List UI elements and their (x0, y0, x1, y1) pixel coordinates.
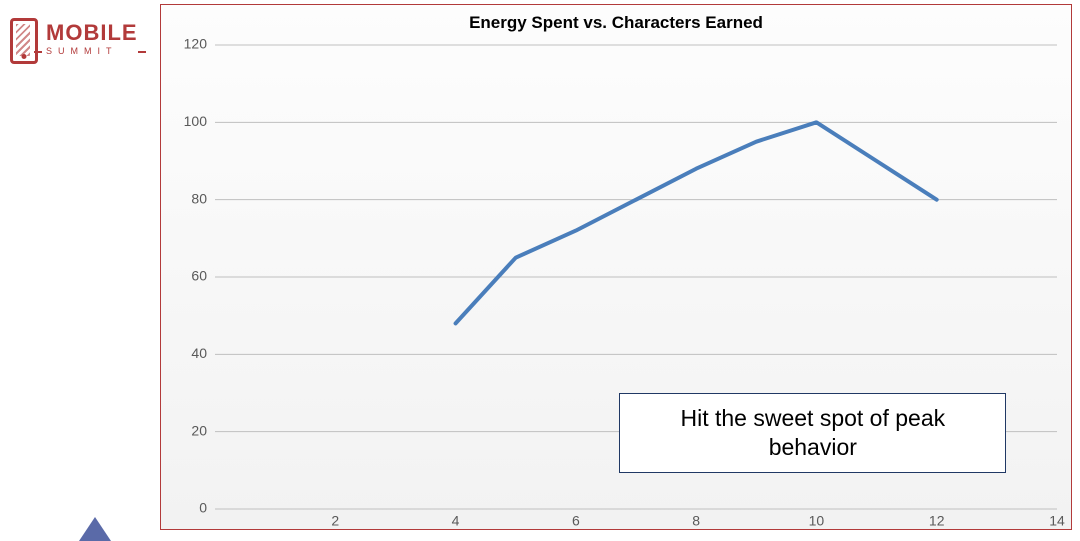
plot-area: 0204060801001202468101214 Hit the sweet … (215, 45, 1057, 509)
x-tick-label: 14 (1049, 512, 1065, 528)
chart-title: Energy Spent vs. Characters Earned (161, 13, 1071, 33)
x-tick-label: 12 (929, 512, 945, 528)
y-tick-label: 80 (191, 190, 207, 206)
y-tick-label: 120 (184, 36, 208, 52)
logo-line2: SUMMIT (46, 46, 138, 56)
annotation-text: Hit the sweet spot of peak behavior (680, 405, 945, 460)
x-tick-label: 10 (809, 512, 825, 528)
x-tick-label: 8 (692, 512, 700, 528)
y-tick-label: 0 (199, 500, 207, 516)
slide: MOBILE SUMMIT Energy Spent vs. Character… (0, 0, 1080, 541)
logo-line1: MOBILE (46, 22, 138, 44)
x-tick-label: 2 (331, 512, 339, 528)
series-energy-vs-characters (456, 122, 937, 323)
y-tick-label: 100 (184, 113, 208, 129)
y-tick-label: 20 (191, 422, 207, 438)
decor-triangle-icon (75, 517, 115, 541)
chart-frame: Energy Spent vs. Characters Earned 02040… (160, 4, 1072, 530)
x-tick-label: 6 (572, 512, 580, 528)
phone-icon (10, 18, 38, 64)
y-tick-label: 40 (191, 345, 207, 361)
logo-text: MOBILE SUMMIT (46, 22, 138, 56)
annotation-box: Hit the sweet spot of peak behavior (619, 393, 1006, 473)
y-tick-label: 60 (191, 268, 207, 284)
mobile-summit-logo: MOBILE SUMMIT (10, 10, 150, 80)
x-tick-label: 4 (452, 512, 460, 528)
